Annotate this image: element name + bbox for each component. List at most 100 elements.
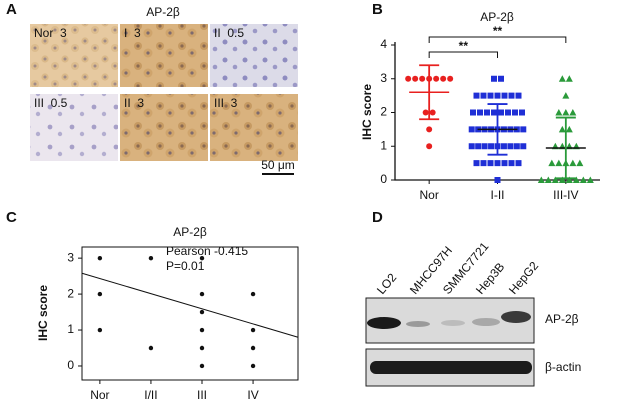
data-point bbox=[579, 176, 587, 183]
data-point bbox=[569, 159, 577, 167]
data-point bbox=[569, 109, 577, 116]
chart-title: AP-2β bbox=[173, 225, 207, 239]
y-tick-label: 0 bbox=[67, 358, 74, 372]
data-point bbox=[470, 109, 476, 116]
significance-bracket bbox=[428, 36, 567, 43]
micrograph bbox=[120, 94, 208, 161]
band-label: AP-2β bbox=[545, 312, 579, 326]
data-point bbox=[422, 109, 429, 116]
data-point bbox=[520, 143, 527, 150]
data-point bbox=[487, 160, 494, 167]
data-point bbox=[148, 255, 154, 261]
scale-label: 50 μm bbox=[261, 158, 295, 172]
data-point bbox=[468, 126, 475, 133]
data-point bbox=[505, 109, 511, 116]
data-point bbox=[515, 92, 522, 99]
data-point bbox=[199, 345, 205, 351]
y-tick-label: 2 bbox=[380, 105, 387, 119]
data-point bbox=[520, 126, 527, 133]
data-point bbox=[512, 109, 518, 116]
data-point bbox=[507, 143, 514, 150]
x-tick-label: I-II bbox=[491, 188, 505, 202]
significance-label: ** bbox=[493, 24, 503, 38]
data-point bbox=[562, 109, 570, 116]
data-point bbox=[562, 92, 570, 99]
data-point bbox=[586, 176, 594, 183]
data-point bbox=[199, 363, 205, 369]
data-point bbox=[488, 143, 495, 150]
y-axis-label: IHC score bbox=[360, 84, 374, 140]
data-point bbox=[565, 176, 573, 183]
panel-label: B bbox=[372, 1, 383, 18]
data-point bbox=[473, 92, 480, 99]
micrograph bbox=[30, 24, 118, 87]
data-point bbox=[537, 176, 545, 183]
x-tick-label: Nor bbox=[90, 388, 109, 402]
x-tick-label: IV bbox=[247, 388, 258, 402]
y-tick-label: 1 bbox=[380, 138, 387, 152]
lane-label: LO2 bbox=[374, 270, 400, 297]
tile-label: II 3 bbox=[124, 96, 144, 110]
micrograph bbox=[210, 94, 298, 161]
panel-title: AP-2β bbox=[146, 5, 180, 19]
data-point bbox=[544, 176, 552, 183]
plot-frame bbox=[81, 246, 299, 381]
micrograph bbox=[30, 94, 118, 161]
data-point bbox=[480, 92, 487, 99]
data-point bbox=[477, 109, 483, 116]
data-point bbox=[500, 143, 507, 150]
data-point bbox=[426, 143, 433, 150]
data-point bbox=[199, 309, 205, 315]
data-point bbox=[429, 109, 436, 116]
data-point bbox=[508, 92, 515, 99]
trend-line bbox=[81, 272, 299, 338]
panel-b: AP-2β IHC score 0 1 2 3 4 Nor I-II III-IV ** ** bbox=[360, 10, 600, 202]
data-point bbox=[555, 159, 563, 167]
panel-labels: A B C D bbox=[6, 1, 383, 226]
data-point bbox=[426, 126, 433, 133]
data-point bbox=[576, 159, 584, 167]
band bbox=[501, 311, 531, 323]
data-point bbox=[405, 75, 412, 82]
y-tick-label: 3 bbox=[380, 71, 387, 85]
y-tick-label: 2 bbox=[67, 286, 74, 300]
data-point bbox=[148, 345, 154, 351]
x-tick-label: Nor bbox=[419, 188, 438, 202]
data-point bbox=[481, 143, 488, 150]
tile-label: I 3 bbox=[124, 26, 141, 40]
band-label: β-actin bbox=[545, 360, 581, 374]
data-point bbox=[447, 75, 454, 82]
data-point bbox=[515, 160, 522, 167]
y-tick-label: 1 bbox=[67, 322, 74, 336]
panel-label: D bbox=[372, 209, 383, 226]
annotation: Pearson -0.415 bbox=[166, 244, 248, 258]
significance-label: ** bbox=[459, 39, 469, 53]
y-tick-label: 4 bbox=[380, 37, 387, 51]
chart-title: AP-2β bbox=[480, 10, 514, 24]
panel-label: A bbox=[6, 1, 17, 18]
data-point bbox=[97, 291, 103, 297]
y-axis-label: IHC score bbox=[36, 285, 50, 341]
data-point bbox=[551, 176, 559, 183]
lane-label: Hep3B bbox=[473, 260, 507, 297]
data-point bbox=[199, 291, 205, 297]
y-tick-label: 0 bbox=[380, 172, 387, 186]
data-point bbox=[494, 160, 501, 167]
data-point bbox=[565, 75, 573, 82]
data-point bbox=[97, 255, 103, 261]
band bbox=[406, 321, 430, 327]
data-point bbox=[480, 160, 487, 167]
data-point bbox=[519, 109, 525, 116]
x-tick-label: III bbox=[197, 388, 207, 402]
error-bar bbox=[487, 103, 508, 156]
y-tick-label: 3 bbox=[67, 250, 74, 264]
data-point bbox=[494, 177, 501, 183]
data-point bbox=[440, 75, 447, 82]
data-point bbox=[419, 75, 426, 82]
data-point bbox=[199, 327, 205, 333]
tile-label: II 0.5 bbox=[214, 26, 244, 40]
data-point bbox=[498, 109, 504, 116]
lane-label: HepG2 bbox=[506, 259, 541, 297]
data-point bbox=[484, 109, 490, 116]
